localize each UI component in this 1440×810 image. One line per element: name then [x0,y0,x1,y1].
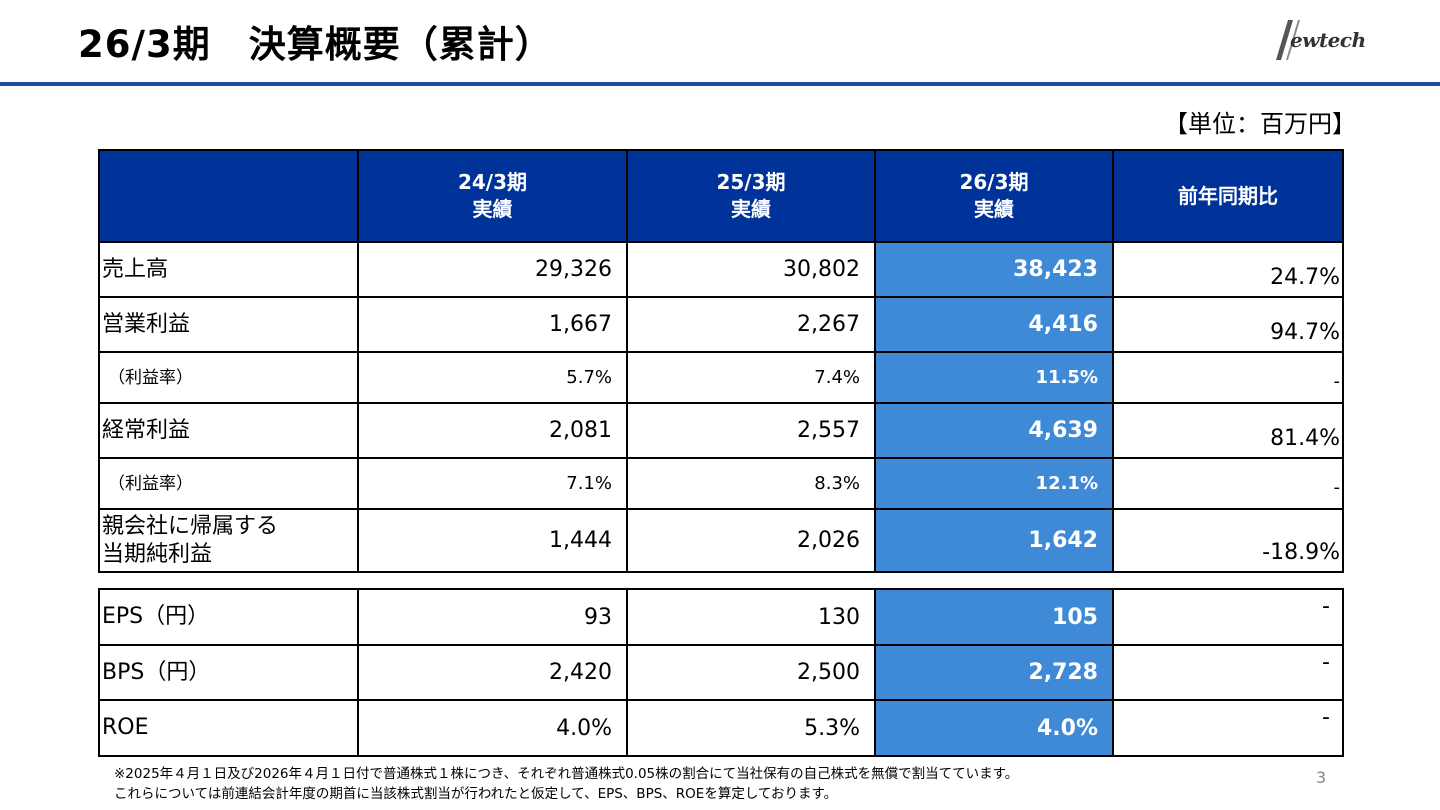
cell-value-current: 4.0% [874,699,1114,757]
cell-value: 1,667 [357,296,628,353]
row-label-eps: EPS（円） [98,588,359,646]
footnote-line: ※2025年４月１日及び2026年４月１日付で普通株式１株につき、それぞれ普通株… [114,766,1019,782]
row-label-operating-profit: 営業利益 [98,296,359,353]
footnote-line: これらについては前連結会計年度の期首に当該株式割当が行われたと仮定して、EPS、… [114,786,838,802]
cell-value: 2,557 [626,402,876,459]
logo-wordmark: ewtech [1290,28,1366,52]
cell-value: 5.3% [626,699,876,757]
cell-value: 29,326 [357,241,628,298]
row-label-margin: （利益率） [98,351,359,404]
cell-value: 5.7% [357,351,628,404]
row-label-sales: 売上高 [98,241,359,298]
cell-value: 8.3% [626,457,876,510]
header-fy24: 24/3期 実績 [357,149,628,243]
row-label-roe: ROE [98,699,359,757]
cell-value: 2,081 [357,402,628,459]
company-logo: ewtech [1266,16,1378,66]
table-row: 親会社に帰属する 当期純利益 1,444 2,026 1,642 -18.9% [98,508,1344,573]
table-header-row: 24/3期 実績 25/3期 実績 26/3期 実績 前年同期比 [98,149,1344,243]
table-row: BPS（円） 2,420 2,500 2,728 - [98,644,1344,701]
cell-value: 2,420 [357,644,628,701]
table-row: 経常利益 2,081 2,557 4,639 81.4% [98,402,1344,459]
cell-yoy: 24.7% [1112,241,1344,298]
cell-value: 1,444 [357,508,628,573]
cell-yoy: - [1112,699,1344,757]
cell-value-current: 38,423 [874,241,1114,298]
page-title: 26/3期 決算概要（累計） [78,23,553,66]
unit-label: 【単位：百万円】 [1164,110,1356,138]
cell-value: 30,802 [626,241,876,298]
cell-yoy: - [1112,588,1344,646]
per-share-table: EPS（円） 93 130 105 - BPS（円） 2,420 2,500 2… [98,588,1344,757]
cell-value-current: 11.5% [874,351,1114,404]
table-row: （利益率） 5.7% 7.4% 11.5% - [98,351,1344,404]
cell-value: 130 [626,588,876,646]
header-fy26: 26/3期 実績 [874,149,1114,243]
table-row: （利益率） 7.1% 8.3% 12.1% - [98,457,1344,510]
cell-yoy: - [1112,351,1344,404]
cell-value-current: 4,416 [874,296,1114,353]
cell-yoy: - [1112,457,1344,510]
cell-value-current: 2,728 [874,644,1114,701]
page-number: 3 [1316,768,1327,787]
cell-value-current: 4,639 [874,402,1114,459]
cell-value-current: 1,642 [874,508,1114,573]
cell-yoy: 81.4% [1112,402,1344,459]
cell-value: 93 [357,588,628,646]
cell-value: 4.0% [357,699,628,757]
header-blank-cell [98,149,359,243]
row-label-ordinary-profit: 経常利益 [98,402,359,459]
logo-slash-icon [1276,20,1300,60]
header-yoy: 前年同期比 [1112,149,1344,243]
table-row: 営業利益 1,667 2,267 4,416 94.7% [98,296,1344,353]
cell-value: 2,026 [626,508,876,573]
cell-value-current: 105 [874,588,1114,646]
cell-value: 7.1% [357,457,628,510]
cell-yoy: - [1112,644,1344,701]
table-row: EPS（円） 93 130 105 - [98,588,1344,646]
cell-yoy: -18.9% [1112,508,1344,573]
cell-yoy: 94.7% [1112,296,1344,353]
footnote: ※2025年４月１日及び2026年４月１日付で普通株式１株につき、それぞれ普通株… [114,764,1018,804]
cell-value: 7.4% [626,351,876,404]
table-row: ROE 4.0% 5.3% 4.0% - [98,699,1344,757]
results-table: 24/3期 実績 25/3期 実績 26/3期 実績 前年同期比 売上高 29,326… [98,149,1344,573]
row-label-margin: （利益率） [98,457,359,510]
header-fy25: 25/3期 実績 [626,149,876,243]
row-label-net-income: 親会社に帰属する 当期純利益 [98,508,359,573]
cell-value: 2,267 [626,296,876,353]
cell-value: 2,500 [626,644,876,701]
cell-value-current: 12.1% [874,457,1114,510]
row-label-bps: BPS（円） [98,644,359,701]
table-row: 売上高 29,326 30,802 38,423 24.7% [98,241,1344,298]
header-divider [0,82,1440,86]
